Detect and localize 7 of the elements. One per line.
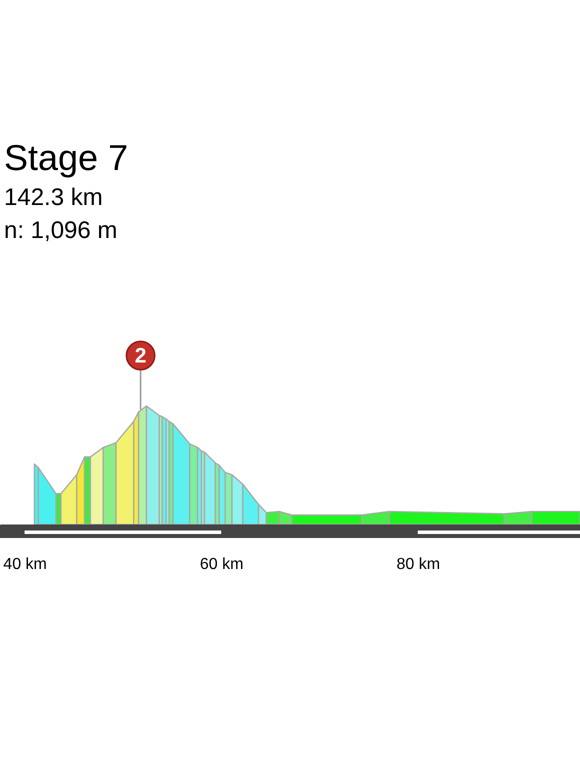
- x-tick-label: 40 km: [3, 556, 47, 573]
- x-tick-label: 60 km: [200, 556, 244, 573]
- chart-subtitle: 142.3 km: [4, 184, 103, 211]
- x-tick-label: 80 km: [396, 556, 440, 573]
- chart-title: Stage 7: [4, 137, 128, 178]
- text: n: 1,096 m: [4, 217, 118, 244]
- annotation: 2: [134, 344, 146, 368]
